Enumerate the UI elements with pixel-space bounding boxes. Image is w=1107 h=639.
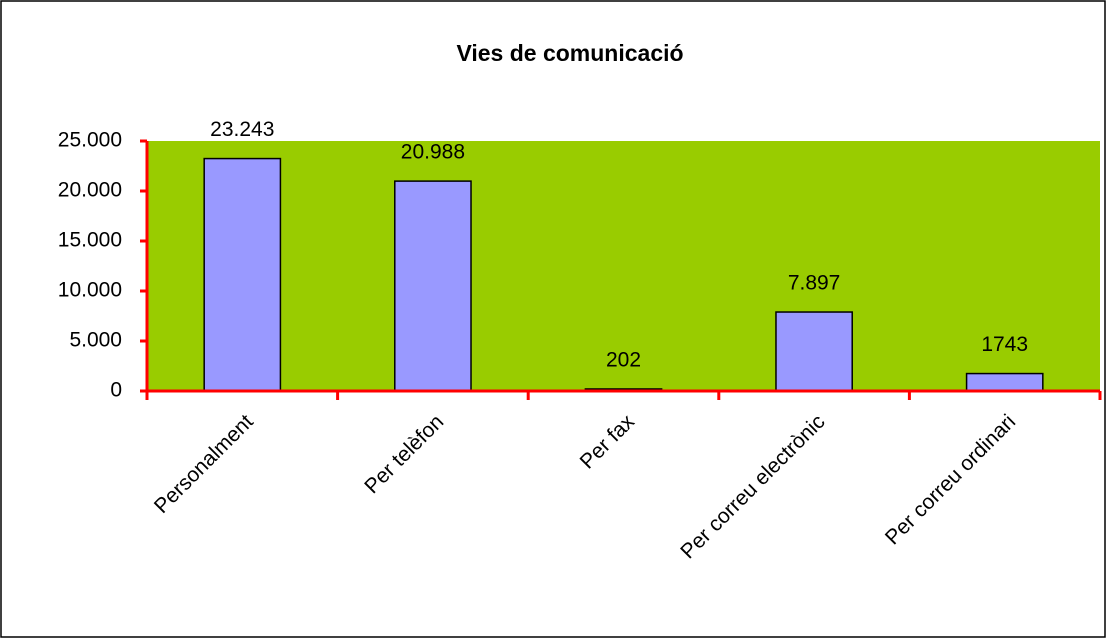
y-tick-label: 20.000 bbox=[58, 179, 122, 202]
y-tick-label: 5.000 bbox=[69, 329, 122, 352]
value-label: 1743 bbox=[981, 333, 1028, 356]
y-tick-label: 10.000 bbox=[58, 279, 122, 302]
y-tick-label: 25.000 bbox=[58, 129, 122, 152]
bar bbox=[965, 372, 1044, 392]
value-label: 7.897 bbox=[788, 272, 841, 295]
bar bbox=[203, 157, 282, 392]
bar bbox=[394, 180, 472, 392]
value-label: 202 bbox=[606, 349, 641, 372]
y-tick-label: 15.000 bbox=[58, 229, 122, 252]
plot-area bbox=[147, 141, 1100, 391]
value-label: 23.243 bbox=[210, 118, 274, 141]
chart-title: Vies de comunicació bbox=[456, 40, 683, 66]
y-tick-label: 0 bbox=[110, 379, 122, 402]
value-label: 20.988 bbox=[401, 141, 465, 164]
bar bbox=[775, 311, 853, 392]
